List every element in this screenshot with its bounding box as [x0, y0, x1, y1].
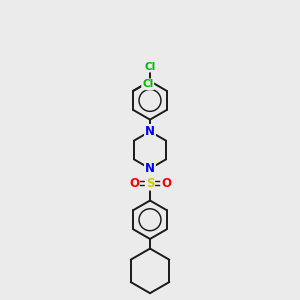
Text: N: N	[145, 162, 155, 175]
Text: Cl: Cl	[142, 79, 153, 89]
Text: O: O	[161, 177, 171, 190]
Text: Cl: Cl	[144, 61, 156, 72]
Text: O: O	[129, 177, 139, 190]
Text: S: S	[146, 177, 154, 190]
Text: N: N	[145, 125, 155, 138]
